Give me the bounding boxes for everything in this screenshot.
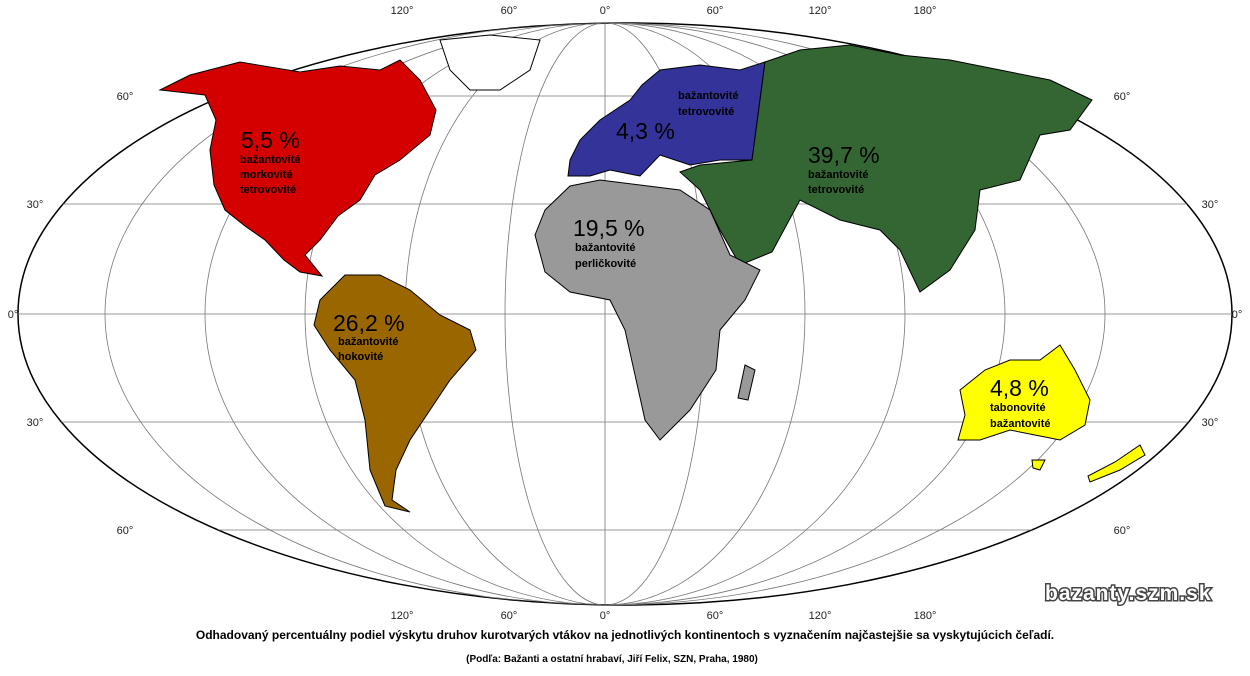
region-percent: 26,2 %	[333, 310, 405, 336]
region-family: bažantovité	[808, 169, 869, 181]
latitude-label: 60°	[1114, 525, 1131, 537]
region-percent: 19,5 %	[573, 215, 645, 241]
longitude-label: 120°	[809, 610, 832, 622]
region-family: bažantovité	[240, 154, 301, 166]
south-america	[313, 274, 477, 513]
longitude-label: 60°	[707, 610, 724, 622]
watermark: bazanty.szm.sk	[1045, 582, 1212, 605]
latitude-label: 60°	[1114, 91, 1131, 103]
longitude-label: 60°	[501, 610, 518, 622]
caption: Odhadovaný percentuálny podiel výskytu d…	[196, 628, 1054, 642]
latitude-label: 0°	[8, 309, 19, 321]
region-percent: 4,3 %	[616, 118, 675, 144]
longitude-label: 60°	[707, 5, 724, 17]
north-america	[158, 59, 437, 277]
region-family: tabonovité	[990, 402, 1046, 414]
greenland	[439, 34, 541, 91]
asia	[679, 44, 1093, 293]
longitude-label: 0°	[600, 5, 611, 17]
source: (Podľa: Bažanti a ostatní hrabaví, Jiří …	[466, 654, 758, 665]
longitude-label: 120°	[391, 610, 414, 622]
latitude-label: 30°	[1202, 417, 1219, 429]
region-family: morkovité	[240, 169, 293, 181]
latitude-label: 60°	[117, 525, 134, 537]
region-family: tetrovovité	[678, 106, 734, 118]
longitude-label: 60°	[501, 5, 518, 17]
madagascar	[737, 364, 756, 401]
longitude-label: 180°	[914, 610, 937, 622]
region-percent: 5,5 %	[241, 127, 300, 153]
latitude-label: 60°	[117, 91, 134, 103]
longitude-label: 120°	[809, 5, 832, 17]
region-family: bažantovité	[990, 418, 1051, 430]
new-zealand	[1087, 444, 1146, 483]
latitude-label: 30°	[27, 199, 44, 211]
region-percent: 4,8 %	[990, 375, 1049, 401]
longitude-label: 180°	[914, 5, 937, 17]
region-family: bažantovité	[338, 336, 399, 348]
region-family: tetrovovité	[240, 184, 296, 196]
region-family: tetrovovité	[808, 184, 864, 196]
latitude-label: 0°	[1232, 309, 1243, 321]
region-family: hokovité	[338, 351, 383, 363]
tasmania	[1031, 459, 1046, 471]
africa	[534, 179, 761, 441]
latitude-label: 30°	[27, 417, 44, 429]
region-family: bažantovité	[575, 242, 636, 254]
region-percent: 39,7 %	[808, 142, 880, 168]
australia	[957, 344, 1091, 441]
longitude-label: 120°	[391, 5, 414, 17]
latitude-label: 30°	[1202, 199, 1219, 211]
continents	[158, 34, 1146, 513]
longitude-label: 0°	[600, 610, 611, 622]
region-family: bažantovité	[678, 90, 739, 102]
region-family: perličkovité	[575, 258, 636, 270]
labels: 120° 120° 60° 60° 0° 0° 60° 60° 120° 120° 180° 180°…	[8, 5, 1243, 665]
